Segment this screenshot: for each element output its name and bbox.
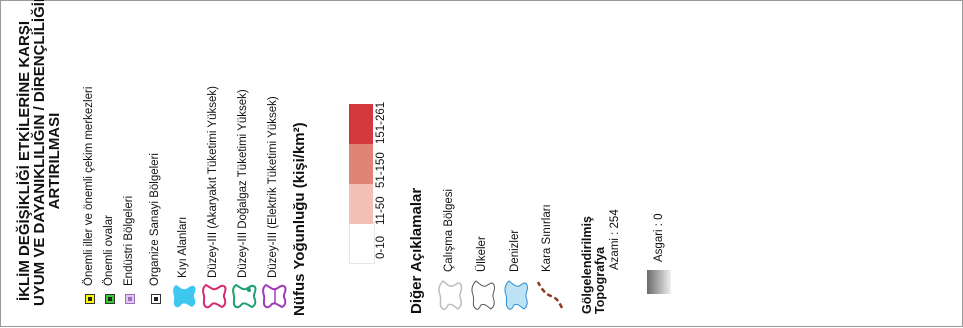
legend-title-line-3: ARTIRILMASI [46, 112, 63, 210]
other-label-countries: Ülkeler [476, 236, 488, 272]
legend-label-level3-fuel: Düzey-III (Akaryakıt Tüketimi Yüksek) [207, 86, 219, 278]
other-label-land-borders: Kara Sınırları [541, 204, 553, 272]
density-swatch-11-50 [349, 184, 373, 224]
legend-label-important-cities: Önemli iller ve önemli çekim merkezleri [83, 86, 95, 286]
purple-outline-region-icon [262, 283, 287, 309]
density-label-51-150: 51-150 [375, 152, 387, 188]
legend-title-line-1: İKLİM DEĞİŞİKLİĞİ ETKİLERİNE KARŞI [16, 21, 33, 302]
density-label-0-10: 0-10 [375, 235, 387, 259]
legend-label-important-plains: Önemli ovalar [103, 215, 115, 286]
legend-label-level3-electricity: Düzey-III (Elektrik Tüketimi Yüksek) [267, 96, 279, 278]
density-label-151-261: 151-261 [375, 101, 387, 144]
topo-max-label: Azami : 254 [609, 209, 621, 270]
topo-min-label: Asgari : 0 [653, 213, 665, 262]
topo-gradient-swatch [647, 270, 671, 294]
lavender-square-symbol [125, 294, 135, 304]
legend-title-line-2: UYUM VE DAYANIKLILIĞIN / DİRENÇLİLİĞİN [31, 0, 48, 306]
green-square-symbol [105, 294, 115, 304]
topo-title-line-2: Topografya [593, 246, 607, 314]
green-outline-region-icon [232, 283, 257, 309]
outline-region-symbol-icon [438, 280, 463, 310]
magenta-outline-region-icon [202, 283, 227, 309]
land-border-symbol-icon [536, 281, 564, 309]
density-swatch-51-150 [349, 144, 373, 184]
cyan-region-symbol [173, 285, 196, 308]
legend-label-industrial-zones: Endüstri Bölgeleri [123, 195, 135, 286]
other-label-study-area: Çalışma Bölgesi [443, 188, 455, 272]
sea-region-symbol-icon [504, 280, 529, 310]
legend-label-organized-industrial-zones: Organize Sanayi Bölgeleri [149, 153, 161, 286]
country-outline-symbol-icon [471, 280, 496, 310]
other-title: Diğer Açıklamalar [408, 187, 425, 314]
density-title: Nüfus Yoğunluğu (kişi/km²) [291, 122, 308, 316]
legend-label-level3-gas: Düzey-III Doğalgaz Tüketimi Yüksek) [237, 89, 249, 278]
density-swatch-151-261 [349, 104, 373, 144]
legend-label-coastal-areas: Kıyı Alanları [177, 216, 189, 278]
yellow-square-symbol [85, 294, 95, 304]
white-square-symbol [151, 294, 161, 304]
density-label-11-50: 11-50 [375, 196, 387, 225]
density-swatch-0-10 [349, 222, 375, 264]
other-label-seas: Denizler [509, 229, 521, 272]
